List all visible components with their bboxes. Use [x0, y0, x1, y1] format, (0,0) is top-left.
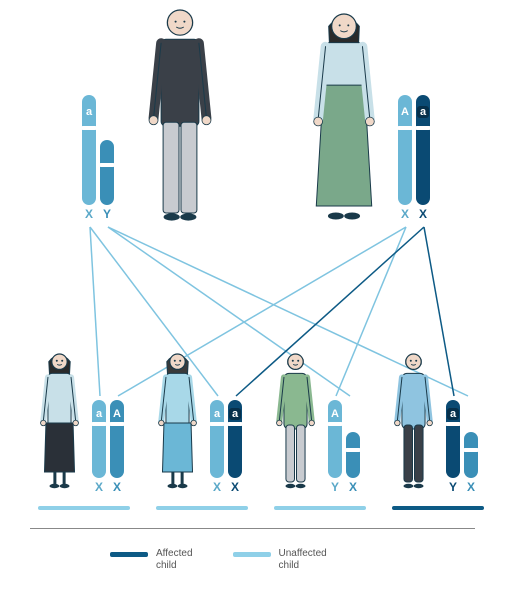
- chromosome-x: aX: [228, 400, 242, 478]
- chromosome-x: aX: [210, 400, 224, 478]
- legend-text-affected: Affected child: [156, 548, 193, 572]
- allele-label: a: [417, 106, 429, 118]
- chromosome-pair-child2: aXaX: [210, 400, 242, 478]
- chromosome-x: AX: [110, 400, 124, 478]
- allele-label: a: [447, 408, 459, 420]
- chromosome-y: X: [346, 432, 360, 478]
- person-child2: [150, 352, 205, 492]
- chromosome-label: X: [398, 207, 412, 221]
- allele-label: a: [82, 106, 96, 118]
- chromosome-pair-mother: AXaX: [398, 95, 430, 205]
- status-underline-child1: [38, 506, 130, 510]
- legend-divider: [30, 528, 475, 529]
- legend-item-unaffected: Unaffected child: [233, 548, 327, 572]
- chromosome-pair-child4: aYX: [446, 400, 478, 478]
- person-child1: [32, 352, 87, 492]
- allele-label: a: [92, 408, 106, 420]
- status-underline-child2: [156, 506, 248, 510]
- chromosome-label: X: [110, 480, 124, 494]
- chromosome-x: AX: [398, 95, 412, 205]
- chromosome-x: aX: [92, 400, 106, 478]
- chromosome-pair-child1: aXAX: [92, 400, 124, 478]
- allele-label: a: [210, 408, 224, 420]
- person-child4: [386, 352, 441, 492]
- legend-swatch-affected: [110, 552, 148, 557]
- chromosome-label: X: [82, 207, 96, 221]
- allele-label: A: [328, 408, 342, 420]
- chromosome-label: Y: [328, 480, 342, 494]
- legend-swatch-unaffected: [233, 552, 271, 557]
- status-underline-child4: [392, 506, 484, 510]
- chromosome-label: X: [210, 480, 224, 494]
- chromosome-x: aY: [446, 400, 460, 478]
- chromosome-label: X: [228, 480, 242, 494]
- legend-text-unaffected: Unaffected child: [279, 548, 327, 572]
- allele-label: A: [110, 408, 124, 420]
- person-mother: [300, 12, 388, 222]
- chromosome-y: Y: [100, 140, 114, 205]
- status-underline-child3: [274, 506, 366, 510]
- chromosome-label: Y: [446, 480, 460, 494]
- allele-label: a: [229, 408, 241, 420]
- legend-item-affected: Affected child: [110, 548, 193, 572]
- inheritance-diagram: aXYAXaXaXAXaXaXAYXaYX Affected child Una…: [0, 0, 505, 597]
- allele-label: A: [398, 106, 412, 118]
- chromosome-x: AY: [328, 400, 342, 478]
- chromosome-pair-father: aXY: [82, 95, 114, 205]
- chromosome-label: X: [416, 207, 430, 221]
- chromosome-label: X: [92, 480, 106, 494]
- chromosome-label: X: [346, 480, 360, 494]
- chromosome-x: aX: [82, 95, 96, 205]
- chromosome-label: X: [464, 480, 478, 494]
- legend: Affected child Unaffected child: [110, 548, 327, 572]
- chromosome-x: aX: [416, 95, 430, 205]
- chromosome-y: X: [464, 432, 478, 478]
- chromosome-label: Y: [100, 207, 114, 221]
- person-father: [135, 8, 225, 223]
- chromosome-pair-child3: AYX: [328, 400, 360, 478]
- person-child3: [268, 352, 323, 492]
